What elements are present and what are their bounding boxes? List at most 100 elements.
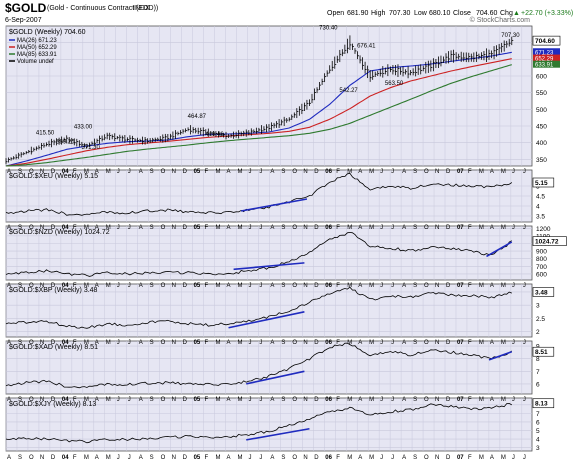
legend-entry: MA(50) 652.29 [17, 45, 57, 51]
last-value-label: 3.48 [535, 289, 548, 296]
x-tick-label: F [336, 397, 340, 403]
x-tick-label: J [248, 169, 251, 175]
ma-value-box [533, 48, 560, 56]
x-tick-label: S [18, 340, 22, 346]
x-tick-label: M [216, 340, 221, 346]
x-tick-label: J [391, 455, 394, 461]
x-tick-label: M [347, 340, 352, 346]
last-value-box [532, 346, 555, 357]
x-tick-label: 07 [457, 225, 464, 231]
x-tick-label: N [435, 169, 439, 175]
x-tick-label: J [248, 340, 251, 346]
x-tick-label: D [314, 340, 319, 346]
price-annotation: 563.50 [385, 81, 404, 87]
x-tick-label: A [490, 340, 494, 346]
x-tick-label: N [172, 169, 176, 175]
price-annotation: 676.41 [357, 44, 376, 50]
x-tick-label: J [512, 455, 515, 461]
x-tick-label: J [512, 340, 515, 346]
x-tick-label: S [413, 340, 417, 346]
x-tick-label: A [490, 283, 494, 289]
x-tick-label: M [347, 397, 352, 403]
open-value: 681.90 [347, 10, 369, 17]
x-tick-label: J [523, 340, 526, 346]
x-tick-label: M [216, 225, 221, 231]
x-tick-label: J [117, 340, 120, 346]
x-tick-label: D [183, 283, 188, 289]
x-tick-label: M [369, 283, 374, 289]
x-tick-label: M [369, 225, 374, 231]
y-tick-label: 8 [536, 356, 540, 363]
x-tick-label: A [139, 397, 143, 403]
x-tick-label: O [292, 455, 297, 461]
last-value-box [532, 35, 561, 46]
x-tick-label: F [468, 225, 472, 231]
x-tick-label: M [237, 225, 242, 231]
x-tick-label: M [84, 225, 89, 231]
y-tick-label: 600 [536, 74, 547, 81]
x-tick-label: A [7, 169, 11, 175]
x-tick-label: D [51, 283, 56, 289]
y-tick-label: 400 [536, 140, 547, 147]
x-tick-label: 06 [325, 340, 332, 346]
x-tick-label: N [172, 340, 176, 346]
x-tick-label: 04 [62, 455, 69, 461]
x-tick-label: F [468, 455, 472, 461]
x-tick-label: J [259, 455, 262, 461]
x-tick-label: F [468, 397, 472, 403]
up-arrow-icon: ▲ [513, 10, 520, 17]
x-tick-label: A [7, 340, 11, 346]
x-tick-label: A [7, 283, 11, 289]
y-tick-label: 350 [536, 157, 547, 164]
price-annotation: 415.50 [36, 131, 55, 137]
x-tick-label: M [479, 455, 484, 461]
x-tick-label: A [270, 397, 274, 403]
x-tick-label: F [468, 283, 472, 289]
y-tick-label: 7 [536, 369, 540, 376]
x-tick-label: N [303, 455, 307, 461]
x-tick-label: A [402, 455, 406, 461]
x-tick-label: J [117, 397, 120, 403]
ohlc-readout: Open 681.90 High 707.30 Low 680.10 Close… [327, 10, 573, 17]
x-tick-label: M [84, 340, 89, 346]
x-tick-label: M [84, 169, 89, 175]
x-tick-label: A [227, 283, 231, 289]
x-tick-label: J [128, 340, 131, 346]
x-tick-label: O [161, 455, 166, 461]
x-tick-label: O [292, 169, 297, 175]
x-tick-label: 06 [325, 455, 332, 461]
x-tick-label: D [314, 283, 319, 289]
y-tick-label: 6 [536, 419, 540, 426]
x-tick-label: S [281, 455, 285, 461]
x-tick-label: M [501, 225, 506, 231]
x-tick-label: M [347, 283, 352, 289]
x-tick-label: J [380, 283, 383, 289]
price-annotation: 389.20 [56, 139, 75, 145]
x-tick-label: 04 [62, 169, 69, 175]
x-tick-label: A [139, 283, 143, 289]
ratio-panel: 345678$GOLD:$XJY (Weekly) 8.138.13 [5, 397, 555, 452]
price-annotation: 433.00 [74, 125, 93, 131]
x-tick-label: A [139, 455, 143, 461]
x-tick-label: O [161, 283, 166, 289]
y-tick-label: 3 [536, 303, 540, 310]
x-tick-label: M [84, 455, 89, 461]
x-tick-label: A [270, 225, 274, 231]
x-tick-label: A [358, 225, 362, 231]
legend-entry: Volume undef [17, 59, 54, 65]
x-tick-label: N [40, 397, 44, 403]
x-tick-label: A [227, 455, 231, 461]
x-tick-label: D [51, 169, 56, 175]
x-tick-label: A [402, 397, 406, 403]
x-tick-label: M [369, 340, 374, 346]
x-tick-label: N [303, 340, 307, 346]
x-tick-label: F [205, 455, 209, 461]
trendline [233, 262, 305, 271]
x-tick-label: J [128, 225, 131, 231]
x-tick-label: M [216, 455, 221, 461]
x-tick-label: A [95, 225, 99, 231]
x-tick-label: J [259, 225, 262, 231]
chart-date: 6-Sep-2007 [5, 17, 42, 24]
x-tick-label: D [446, 225, 451, 231]
ma-value-box [533, 60, 560, 68]
